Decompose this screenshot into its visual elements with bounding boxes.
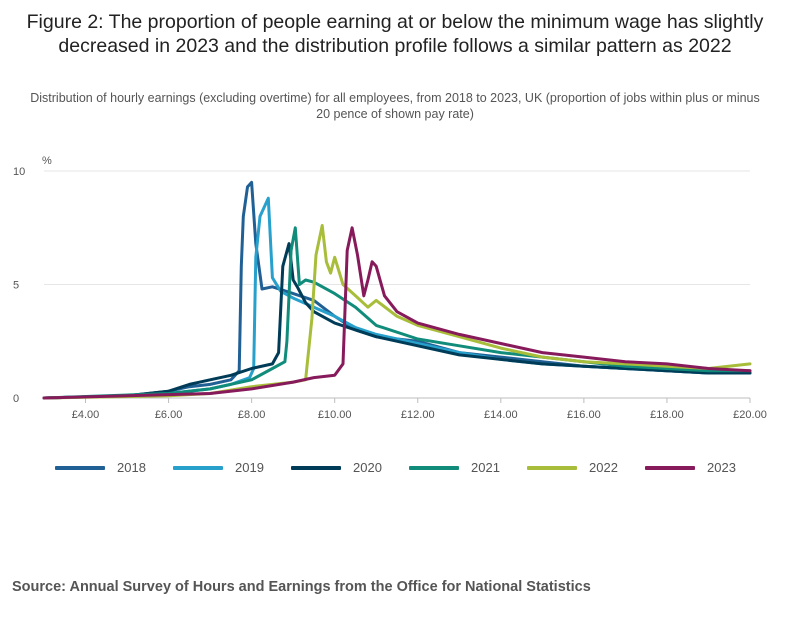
legend-label: 2018 bbox=[117, 460, 146, 475]
source-note: Source: Annual Survey of Hours and Earni… bbox=[12, 579, 591, 595]
y-tick-label: 10 bbox=[13, 166, 25, 178]
series-line-2020 bbox=[42, 242, 752, 400]
legend-label: 2022 bbox=[589, 460, 618, 475]
y-axis-unit-label: % bbox=[42, 155, 52, 167]
legend-item-2018: 2018 bbox=[55, 460, 146, 475]
chart-subtitle: Distribution of hourly earnings (excludi… bbox=[30, 91, 760, 121]
x-tick-label: £20.00 bbox=[733, 409, 767, 421]
series-group bbox=[42, 180, 752, 400]
series-line-2023 bbox=[42, 226, 752, 400]
legend-label: 2023 bbox=[707, 460, 736, 475]
x-tick-label: £16.00 bbox=[567, 409, 601, 421]
x-tick-label: £14.00 bbox=[484, 409, 518, 421]
legend-swatch bbox=[291, 465, 341, 470]
legend-label: 2019 bbox=[235, 460, 264, 475]
x-tick-label: £4.00 bbox=[72, 409, 100, 421]
legend-label: 2020 bbox=[353, 460, 382, 475]
chart-title: Figure 2: The proportion of people earni… bbox=[26, 11, 764, 57]
legend-item-2021: 2021 bbox=[409, 460, 500, 475]
axes: 0 5 10% £4.00 £6.00 £8.00 £10.00 £12.00 £14.00 £1… bbox=[13, 155, 767, 421]
x-tick-label: £18.00 bbox=[650, 409, 684, 421]
legend-swatch bbox=[173, 465, 223, 470]
y-tick-label: 5 bbox=[13, 280, 19, 292]
legend-item-2023: 2023 bbox=[645, 460, 736, 475]
chart-legend: 2018 2019 2020 2021 2022 2023 bbox=[55, 460, 775, 480]
gridlines bbox=[44, 170, 750, 399]
legend-item-2022: 2022 bbox=[527, 460, 618, 475]
legend-label: 2021 bbox=[471, 460, 500, 475]
legend-swatch bbox=[527, 465, 577, 470]
x-tick-label: £6.00 bbox=[155, 409, 183, 421]
legend-swatch bbox=[55, 465, 105, 470]
legend-item-2019: 2019 bbox=[173, 460, 264, 475]
x-tick-label: £8.00 bbox=[238, 409, 266, 421]
line-chart: 0 5 10% £4.00 £6.00 £8.00 £10.00 £12.00 £14.00 £1… bbox=[13, 155, 767, 421]
y-tick-label: 0 bbox=[13, 393, 19, 405]
x-tick-label: £10.00 bbox=[318, 409, 352, 421]
x-tick-label: £12.00 bbox=[401, 409, 435, 421]
legend-swatch bbox=[645, 465, 695, 470]
legend-item-2020: 2020 bbox=[291, 460, 382, 475]
legend-swatch bbox=[409, 465, 459, 470]
